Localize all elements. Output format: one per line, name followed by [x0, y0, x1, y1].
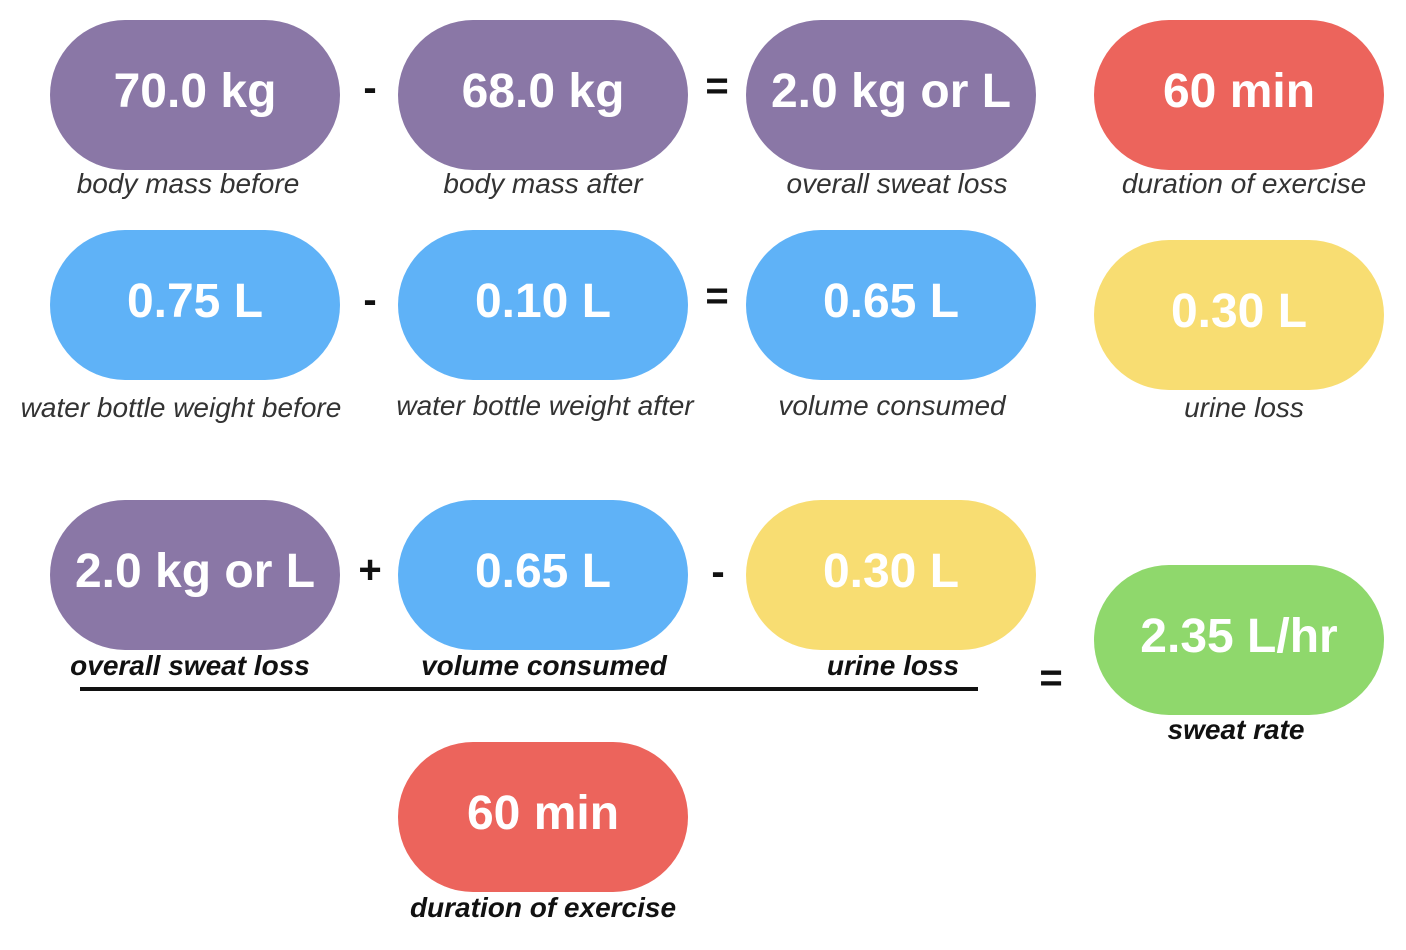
formula-urine-loss-pill: 0.30 L — [746, 500, 1036, 650]
equals-sign: = — [1039, 656, 1063, 700]
formula-duration-pill: 60 min — [398, 742, 688, 892]
body-mass-after-pill: 68.0 kg — [398, 20, 688, 170]
formula-sweat-loss-value: 2.0 kg or L — [74, 544, 316, 598]
urine-loss-pill: 0.30 L — [1094, 240, 1384, 390]
bottle-after-value: 0.10 L — [474, 274, 612, 328]
formula-urine-loss-value: 0.30 L — [822, 544, 960, 598]
formula-duration-label: duration of exercise — [409, 892, 677, 923]
volume-consumed-label: volume consumed — [778, 390, 1006, 421]
body-mass-after-label: body mass after — [443, 168, 643, 199]
overall-sweat-loss-pill: 2.0 kg or L — [746, 20, 1036, 170]
body-mass-before-label: body mass before — [76, 168, 300, 199]
bottle-after-label: water bottle weight after — [396, 390, 694, 421]
overall-sweat-loss-label: overall sweat loss — [786, 168, 1008, 199]
urine-loss-label: urine loss — [1184, 392, 1304, 423]
body-mass-before-value: 70.0 kg — [113, 64, 277, 118]
minus-sign: - — [711, 550, 725, 594]
formula-duration-value: 60 min — [466, 786, 620, 840]
fraction-bar — [80, 687, 978, 691]
bottle-before-label: water bottle weight before — [20, 392, 342, 423]
formula-volume-consumed-pill: 0.65 L — [398, 500, 688, 650]
body-mass-before-pill: 70.0 kg — [50, 20, 340, 170]
formula-sweat-loss-label: overall sweat loss — [70, 650, 310, 681]
equals-sign: = — [705, 64, 729, 108]
duration-value: 60 min — [1162, 64, 1316, 118]
minus-sign: - — [363, 278, 377, 322]
equals-sign: = — [705, 274, 729, 318]
urine-loss-value: 0.30 L — [1170, 284, 1308, 338]
bottle-after-pill: 0.10 L — [398, 230, 688, 380]
duration-label: duration of exercise — [1121, 168, 1367, 199]
formula-urine-loss-label: urine loss — [826, 650, 960, 681]
sweat-rate-pill: 2.35 L/hr — [1094, 565, 1384, 715]
formula-sweat-loss-pill: 2.0 kg or L — [50, 500, 340, 650]
volume-consumed-value: 0.65 L — [822, 274, 960, 328]
body-mass-after-value: 68.0 kg — [461, 64, 625, 118]
duration-pill: 60 min — [1094, 20, 1384, 170]
bottle-before-value: 0.75 L — [126, 274, 264, 328]
bottle-before-pill: 0.75 L — [50, 230, 340, 380]
sweat-rate-value: 2.35 L/hr — [1140, 609, 1338, 663]
sweat-rate-label: sweat rate — [1167, 714, 1305, 745]
volume-consumed-pill: 0.65 L — [746, 230, 1036, 380]
plus-sign: + — [358, 548, 382, 592]
formula-volume-consumed-label: volume consumed — [421, 650, 667, 681]
formula-volume-consumed-value: 0.65 L — [474, 544, 612, 598]
minus-sign: - — [363, 66, 377, 110]
overall-sweat-loss-value: 2.0 kg or L — [770, 64, 1012, 118]
